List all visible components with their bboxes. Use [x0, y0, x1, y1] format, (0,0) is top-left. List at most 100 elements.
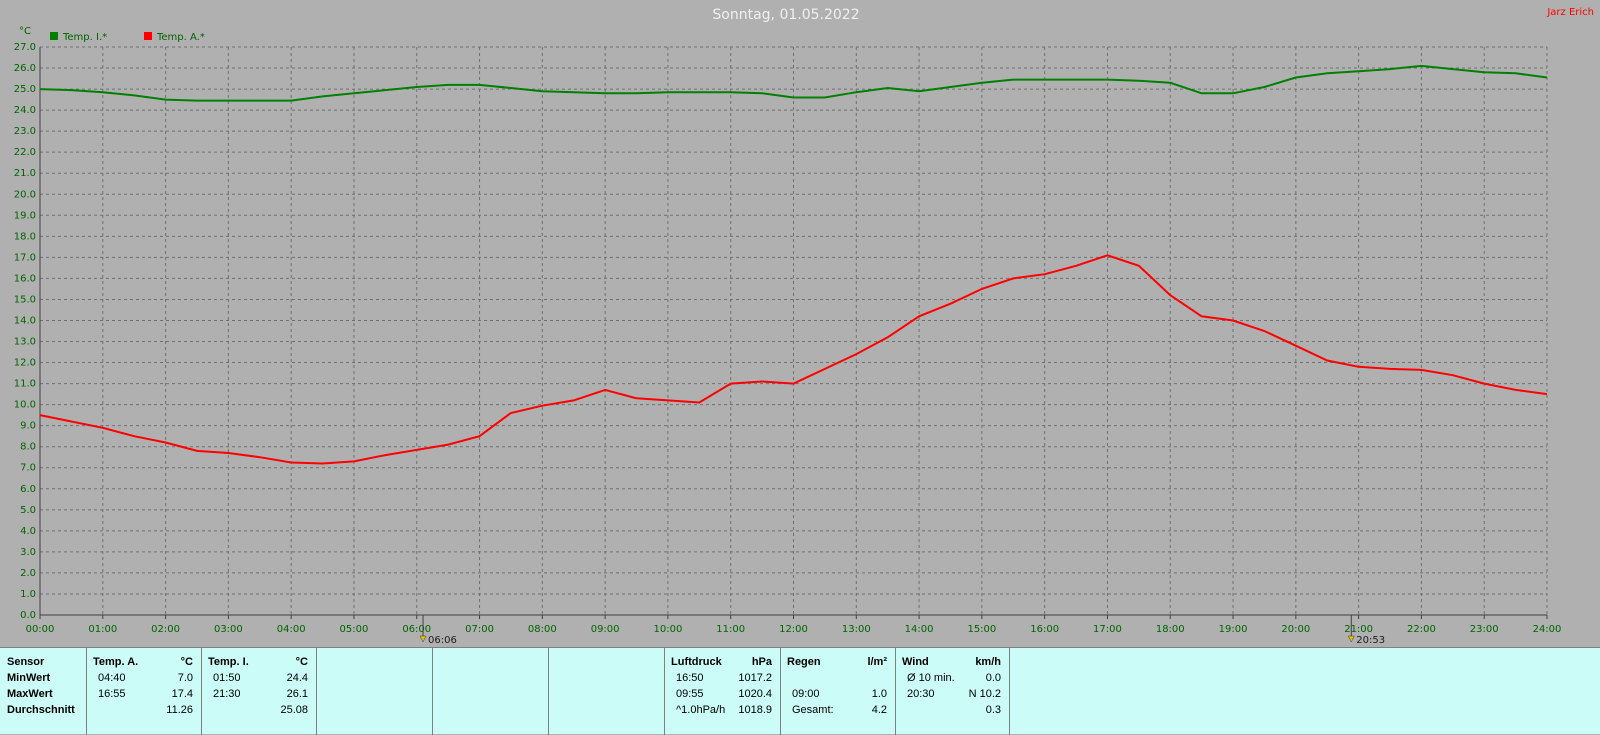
row-value: 1020.4: [738, 688, 772, 700]
sun-icon: [419, 635, 427, 643]
x-tick-label: 13:00: [842, 624, 871, 635]
sensor-label: MinWert: [7, 672, 51, 684]
row-value: 1017.2: [738, 672, 772, 684]
y-tick-label: 20.0: [14, 189, 36, 200]
y-tick-label: 14.0: [14, 315, 36, 326]
sensor-label: Durchschnitt: [7, 704, 75, 716]
y-tick-label: 1.0: [20, 589, 36, 600]
row-value: 26.1: [286, 688, 308, 700]
row-value: 1.0: [871, 688, 887, 700]
legend-label: Temp. I.*: [62, 32, 107, 43]
row-label: ^1.0hPa/h: [676, 704, 726, 716]
row-label: 21:30: [213, 688, 241, 700]
panel-header: Regen: [787, 656, 821, 668]
x-tick-label: 16:00: [1030, 624, 1059, 635]
y-tick-label: 5.0: [20, 505, 36, 516]
x-tick-label: 15:00: [967, 624, 996, 635]
row-value: N 10.2: [968, 688, 1001, 700]
y-tick-label: 21.0: [14, 168, 36, 179]
panel-header: Wind: [902, 656, 929, 668]
x-tick-label: 18:00: [1156, 624, 1185, 635]
x-tick-label: 11:00: [716, 624, 745, 635]
summary-panel: Temp. A. °C 04:40 7.0 16:55 17.4 11.26: [87, 648, 202, 735]
chart: Sonntag, 01.05.2022 Jarz Erich °C 0.0 1.0…: [14, 7, 1594, 646]
legend-swatch: [144, 32, 152, 40]
x-tick-label: 05:00: [340, 624, 369, 635]
x-tick-label: 12:00: [779, 624, 808, 635]
row-label: 16:55: [98, 688, 126, 700]
row-value: 1018.9: [738, 704, 772, 716]
x-tick-label: 09:00: [591, 624, 620, 635]
x-tick-label: 22:00: [1407, 624, 1436, 635]
y-tick-label: 19.0: [14, 210, 36, 221]
y-tick-label: 15.0: [14, 294, 36, 305]
row-label: Gesamt:: [792, 704, 834, 716]
row-value: 17.4: [171, 688, 193, 700]
y-tick-label: 24.0: [14, 105, 36, 116]
y-tick-label: 10.0: [14, 400, 36, 411]
y-tick-label: 2.0: [20, 568, 36, 579]
x-tick-label: 10:00: [654, 624, 683, 635]
y-tick-label: 9.0: [20, 421, 36, 432]
y-tick-label: 7.0: [20, 463, 36, 474]
panel-unit: l/m²: [867, 656, 887, 668]
x-tick-label: 01:00: [88, 624, 117, 635]
line-series: [39, 254, 1548, 465]
x-tick-label: 17:00: [1093, 624, 1122, 635]
y-tick-label: 6.0: [20, 484, 36, 495]
y-tick-label: 17.0: [14, 252, 36, 263]
sensor-label: Sensor: [7, 656, 45, 668]
y-tick-label: 25.0: [14, 84, 36, 95]
y-tick-label: 23.0: [14, 126, 36, 137]
sun-icon: [1347, 635, 1355, 643]
x-tick-label: 23:00: [1470, 624, 1499, 635]
panel-unit: °C: [180, 656, 193, 668]
sun-time: 06:06: [428, 635, 457, 646]
y-tick-label: 22.0: [14, 147, 36, 158]
y-tick-label: 27.0: [14, 42, 36, 53]
x-tick-label: 02:00: [151, 624, 180, 635]
x-tick-label: 04:00: [277, 624, 306, 635]
summary-panel: Luftdruck hPa 16:50 1017.2 09:55 1020.4 ^1.0hP…: [665, 648, 781, 735]
panel-unit: km/h: [975, 656, 1001, 668]
x-tick-label: 21:00: [1344, 624, 1373, 635]
y-tick-label: 3.0: [20, 547, 36, 558]
legend-swatch: [50, 32, 58, 40]
summary-table: Sensor MinWert MaxWert Durchschnitt Temp. A.…: [0, 647, 1600, 735]
sensor-panel: Sensor MinWert MaxWert Durchschnitt: [0, 648, 87, 735]
author: Jarz Erich: [1546, 7, 1594, 18]
sensor-label: MaxWert: [7, 688, 53, 700]
x-tick-label: 08:00: [528, 624, 557, 635]
x-tick-label: 03:00: [214, 624, 243, 635]
empty-panel: [317, 648, 433, 735]
row-value: 0.3: [985, 704, 1001, 716]
empty-panel: [433, 648, 549, 735]
line-series: [39, 64, 1548, 102]
y-tick-label: 8.0: [20, 442, 36, 453]
panel-header: Temp. I.: [208, 656, 249, 668]
row-label: 09:55: [676, 688, 704, 700]
row-value: 7.0: [177, 672, 193, 684]
row-label: 04:40: [98, 672, 126, 684]
panel-header: Luftdruck: [671, 656, 722, 668]
x-tick-label: 20:00: [1281, 624, 1310, 635]
y-tick-label: 12.0: [14, 358, 36, 369]
x-tick-label: 19:00: [1219, 624, 1248, 635]
chart-title: Sonntag, 01.05.2022: [712, 7, 859, 23]
x-tick-label: 07:00: [465, 624, 494, 635]
legend-label: Temp. A.*: [156, 32, 205, 43]
y-tick-label: 11.0: [14, 379, 36, 390]
row-value: 4.2: [871, 704, 887, 716]
panel-header: Temp. A.: [93, 656, 139, 668]
row-label: 01:50: [213, 672, 241, 684]
sun-time: 20:53: [1356, 635, 1385, 646]
summary-panel: Temp. I. °C 01:50 24.4 21:30 26.1 25.08: [202, 648, 317, 735]
row-label: 09:00: [792, 688, 820, 700]
row-label: Ø 10 min.: [907, 672, 955, 684]
x-tick-label: 24:00: [1533, 624, 1562, 635]
x-tick-label: 14:00: [905, 624, 934, 635]
row-label: 16:50: [676, 672, 704, 684]
row-value: 11.26: [166, 704, 193, 716]
row-value: 0.0: [985, 672, 1001, 684]
